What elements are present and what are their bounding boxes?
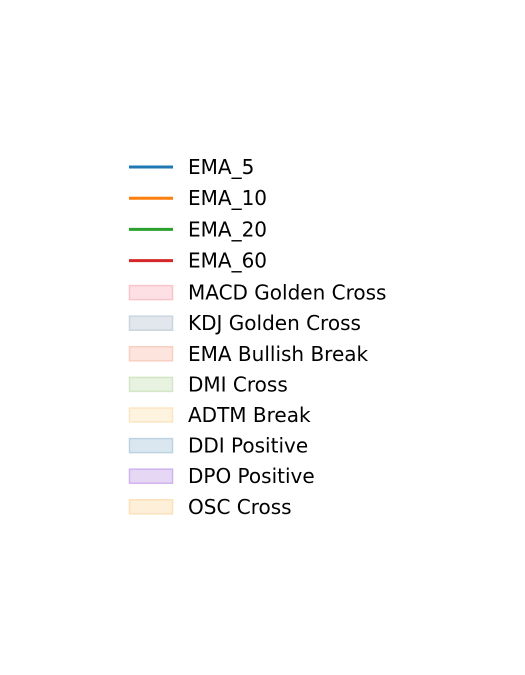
legend-swatch-ddi-positive [128, 437, 174, 454]
legend-label-osc-cross: OSC Cross [188, 495, 292, 519]
legend-swatch-adtm-break [128, 407, 174, 423]
legend-label-dmi-cross: DMI Cross [188, 372, 288, 396]
legend-label-ema-20: EMA_20 [188, 217, 267, 241]
legend-entry-dmi-cross: DMI Cross [128, 372, 288, 396]
legend-label-adtm-break: ADTM Break [188, 403, 311, 427]
legend-entry-kdj-golden-cross: KDJ Golden Cross [128, 311, 361, 335]
legend-entry-macd-golden-cross: MACD Golden Cross [128, 281, 386, 305]
legend-label-ema-10: EMA_10 [188, 186, 267, 210]
legend-entry-osc-cross: OSC Cross [128, 495, 292, 519]
legend-entry-ema-bullish-break: EMA Bullish Break [128, 342, 369, 366]
legend-swatch-dmi-cross [128, 376, 174, 393]
legend-swatch-dpo-positive [128, 468, 174, 484]
legend-entry-ema-5: EMA_5 [129, 155, 254, 179]
legend-label-ema-bullish-break: EMA Bullish Break [188, 342, 369, 366]
legend-entry-dpo-positive: DPO Positive [128, 464, 315, 488]
legend-swatch-ema-bullish-break [128, 346, 174, 362]
legend-label-macd-golden-cross: MACD Golden Cross [188, 281, 386, 305]
legend-entry-ema-20: EMA_20 [129, 217, 267, 241]
legend-entry-adtm-break: ADTM Break [128, 403, 311, 427]
legend-entry-ema-10: EMA_10 [129, 186, 267, 210]
legend-entry-ema-60: EMA_60 [129, 249, 267, 273]
legend-label-kdj-golden-cross: KDJ Golden Cross [188, 311, 361, 335]
legend-swatch-kdj-golden-cross [128, 315, 174, 331]
legend-swatch-osc-cross [128, 499, 174, 515]
legend-label-ema-5: EMA_5 [188, 155, 254, 179]
legend-entry-ddi-positive: DDI Positive [128, 434, 308, 458]
legend-swatch-macd-golden-cross [128, 284, 174, 301]
legend-label-dpo-positive: DPO Positive [188, 464, 315, 488]
legend-label-ema-60: EMA_60 [188, 249, 267, 273]
legend-label-ddi-positive: DDI Positive [188, 434, 308, 458]
